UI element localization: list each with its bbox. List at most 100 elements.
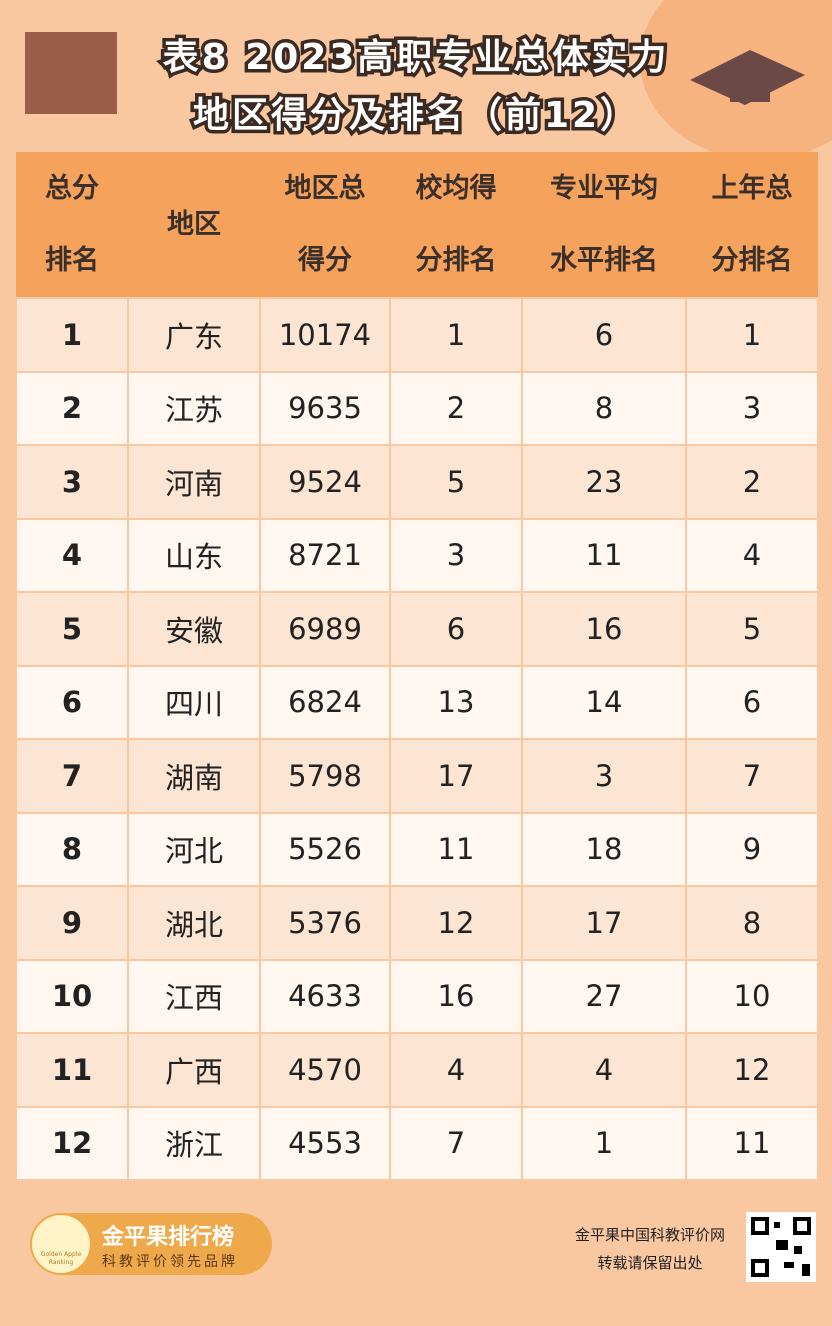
table-cell: 18 [521, 811, 687, 887]
table-cell: 13 [389, 664, 523, 740]
table-cell: 5376 [259, 885, 391, 961]
table-cell: 3 [521, 738, 687, 814]
header-text: 上年总 [711, 172, 793, 204]
table-cell: 江西 [127, 958, 261, 1034]
table-cell: 17 [389, 738, 523, 814]
header-cell: 上年总 分排名 [686, 152, 818, 298]
table-row: 5 安徽 6989 6 16 5 [15, 591, 819, 667]
table-cell: 4 [521, 1032, 687, 1108]
table-cell: 11 [389, 811, 523, 887]
header-text: 分排名 [711, 244, 793, 276]
brand-pill: Golden Apple Ranking 金平果排行榜 科教评价领先品牌 [30, 1213, 272, 1275]
table-cell: 9524 [259, 444, 391, 520]
table-cell: 湖南 [127, 738, 261, 814]
header-text: 水平排名 [550, 244, 658, 276]
table-cell: 17 [521, 885, 687, 961]
table-cell: 7 [15, 738, 129, 814]
table-cell: 5 [15, 591, 129, 667]
header-text: 地区总 [284, 172, 366, 204]
table-cell: 5 [389, 444, 523, 520]
site: 金平果中国科教评价网 [574, 1226, 725, 1244]
table-cell: 8 [521, 370, 687, 446]
qr-code [746, 1212, 816, 1282]
table-cell: 山东 [127, 517, 261, 593]
table-cell: 8721 [259, 517, 391, 593]
table-cell: 安徽 [127, 591, 261, 667]
table-cell: 4633 [259, 958, 391, 1034]
table-cell: 9 [15, 885, 129, 961]
table-row: 10 江西 4633 16 27 10 [15, 958, 819, 1034]
table-cell: 4 [15, 517, 129, 593]
table-cell: 16 [389, 958, 523, 1034]
decoration [25, 32, 117, 114]
table-row: 1 广东 10174 1 6 1 [15, 297, 819, 373]
table-cell: 14 [521, 664, 687, 740]
header-text: 分排名 [415, 244, 497, 276]
table-cell: 1 [389, 297, 523, 373]
table-row: 4 山东 8721 3 11 4 [15, 517, 819, 593]
table-row: 2 江苏 9635 2 8 3 [15, 370, 819, 446]
table-cell: 5798 [259, 738, 391, 814]
table-cell: 4570 [259, 1032, 391, 1108]
header-text: 校均得 [415, 172, 497, 204]
table-cell: 9 [685, 811, 819, 887]
header-cell: 专业平均 水平排名 [522, 152, 686, 298]
table-cell: 7 [389, 1105, 523, 1181]
slogan: 科教评价领先品牌 [102, 1254, 238, 1270]
table-cell: 河南 [127, 444, 261, 520]
table-cell: 6989 [259, 591, 391, 667]
table-row: 7 湖南 5798 17 3 7 [15, 738, 819, 814]
cap-icon [690, 50, 805, 105]
table-row: 6 四川 6824 13 14 6 [15, 664, 819, 740]
table-cell: 6 [521, 297, 687, 373]
table-cell: 16 [521, 591, 687, 667]
table-cell: 广西 [127, 1032, 261, 1108]
table-cell: 湖北 [127, 885, 261, 961]
table-cell: 广东 [127, 297, 261, 373]
table-row: 8 河北 5526 11 18 9 [15, 811, 819, 887]
header-cell: 总分 排名 [16, 152, 128, 298]
table-cell: 12 [389, 885, 523, 961]
table-cell: 12 [15, 1105, 129, 1181]
table-cell: 3 [389, 517, 523, 593]
table-cell: 11 [521, 517, 687, 593]
table-row: 9 湖北 5376 12 17 8 [15, 885, 819, 961]
header-text: 地区 [167, 208, 221, 240]
table-cell: 23 [521, 444, 687, 520]
header-text: 排名 [45, 244, 99, 276]
header-text: 总分 [45, 172, 99, 204]
table-cell: 8 [685, 885, 819, 961]
table-cell: 6824 [259, 664, 391, 740]
brand: 金平果排行榜 [102, 1225, 235, 1250]
table-cell: 3 [685, 370, 819, 446]
table-cell: 2 [389, 370, 523, 446]
table-cell: 浙江 [127, 1105, 261, 1181]
table-cell: 8 [15, 811, 129, 887]
notice: 转载请保留出处 [597, 1254, 703, 1272]
table-row: 11 广西 4570 4 4 12 [15, 1032, 819, 1108]
table-cell: 3 [15, 444, 129, 520]
header-text: 专业平均 [550, 172, 658, 204]
table-cell: 2 [685, 444, 819, 520]
table-cell: 5526 [259, 811, 391, 887]
table-cell: 10174 [259, 297, 391, 373]
table-cell: 11 [15, 1032, 129, 1108]
table-cell: 1 [521, 1105, 687, 1181]
title: 表8 2023高职专业总体实力 [159, 34, 670, 82]
table-cell: 4553 [259, 1105, 391, 1181]
table-cell: 9635 [259, 370, 391, 446]
header-cell: 地区 [128, 152, 260, 298]
badge: Golden Apple Ranking [32, 1215, 90, 1273]
table-cell: 1 [15, 297, 129, 373]
table-cell: 四川 [127, 664, 261, 740]
table-cell: 江苏 [127, 370, 261, 446]
table-cell: 11 [685, 1105, 819, 1181]
table-cell: 6 [389, 591, 523, 667]
header-cell: 校均得 分排名 [390, 152, 522, 298]
table-cell: 2 [15, 370, 129, 446]
table: 总分 排名 地区 地区总 得分 校均得 分排名 专业平均 水平排名 上年总 分排名 1 广东 10174 1… [15, 152, 819, 1181]
table-cell: 1 [685, 297, 819, 373]
table-cell: 27 [521, 958, 687, 1034]
table-cell: 5 [685, 591, 819, 667]
